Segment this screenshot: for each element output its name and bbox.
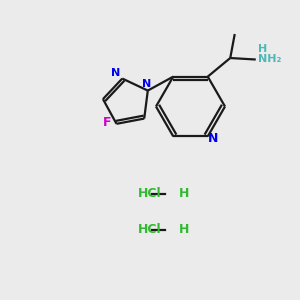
Text: N: N [142,79,151,89]
Text: H: H [258,44,267,54]
Text: F: F [103,116,111,129]
Text: NH₂: NH₂ [258,54,281,64]
Text: H: H [178,223,189,236]
Text: N: N [208,132,218,145]
Text: N: N [111,68,120,78]
Text: HCl: HCl [138,187,162,200]
Text: H: H [178,187,189,200]
Text: HCl: HCl [138,223,162,236]
